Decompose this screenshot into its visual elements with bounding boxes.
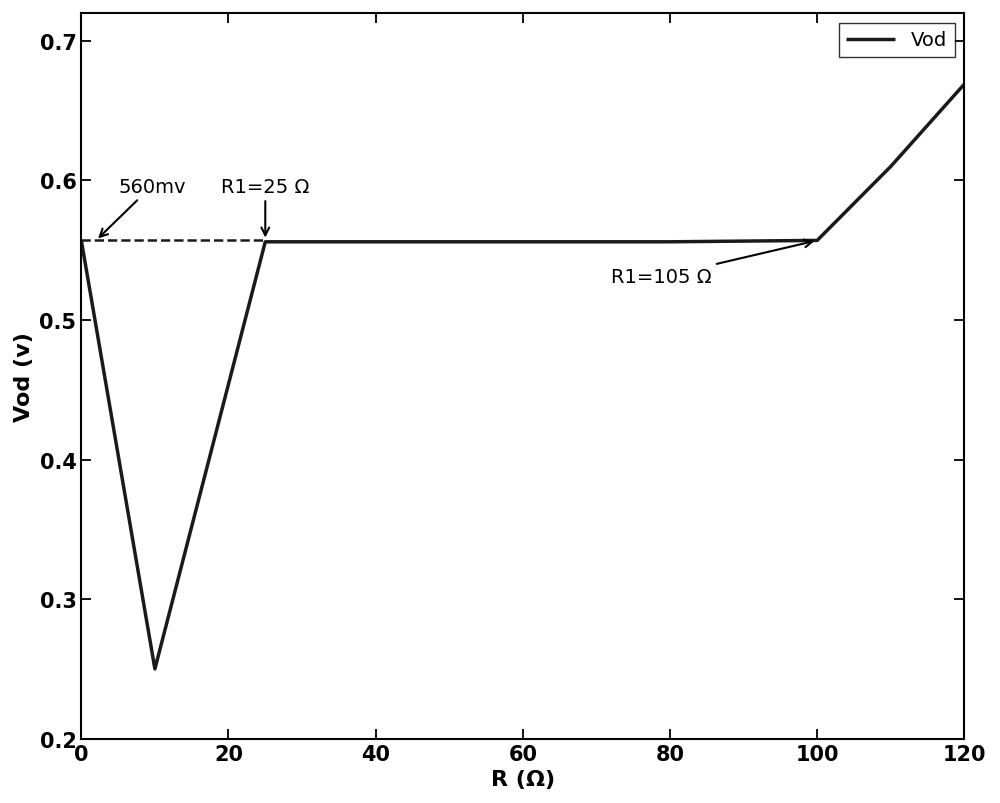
Vod (885, 162, 897, 172)
Vod (149, 664, 161, 674)
Vod (75, 236, 87, 246)
Vod (517, 238, 529, 247)
Text: R1=105 Ω: R1=105 Ω (611, 240, 812, 287)
Vod (259, 238, 271, 247)
Vod (664, 238, 676, 247)
Text: 560mv: 560mv (100, 177, 186, 238)
X-axis label: R (Ω): R (Ω) (491, 769, 555, 789)
Legend: Vod: Vod (839, 23, 955, 58)
Text: R1=25 Ω: R1=25 Ω (221, 177, 309, 236)
Y-axis label: Vod (v): Vod (v) (14, 332, 34, 422)
Vod (958, 80, 970, 90)
Line: Vod: Vod (81, 85, 964, 669)
Vod (370, 238, 382, 247)
Vod (811, 236, 823, 246)
